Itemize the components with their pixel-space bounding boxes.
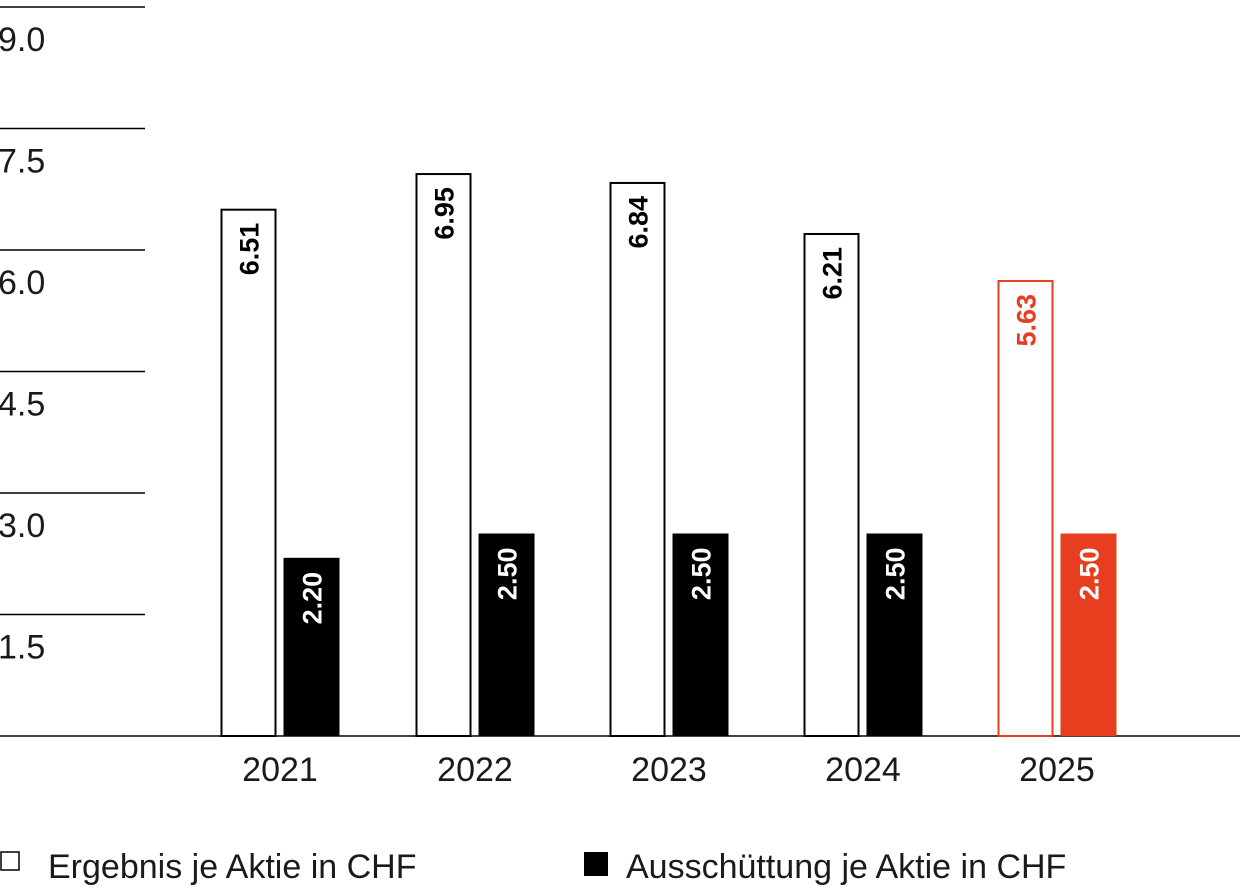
value-label: 2.50 [1075,548,1105,601]
legend-swatch [584,852,608,876]
bar [415,173,472,738]
bar [866,533,923,736]
bar [478,533,535,736]
x-tick-label: 2025 [1019,751,1095,789]
bar [609,181,666,737]
x-tick-label: 2024 [825,751,901,789]
value-label: 6.84 [624,196,654,249]
x-tick-label: 2022 [437,751,513,789]
x-tick-label: 2023 [631,751,707,789]
value-label: 2.50 [687,548,717,601]
bar [1060,533,1117,736]
y-tick-label: 1.5 [0,629,45,667]
value-label: 5.63 [1012,294,1042,347]
bar [220,208,277,737]
value-label: 6.51 [235,223,265,276]
value-label: 6.21 [818,247,848,300]
x-tick-label: 2021 [242,751,318,789]
value-label: 6.95 [430,187,460,240]
bar [283,557,340,736]
y-tick-label: 3.0 [0,507,45,545]
legend-label: Ergebnis je Aktie in CHF [48,848,417,886]
bar [672,533,729,736]
value-label: 2.50 [881,548,911,601]
legend-label: Ausschüttung je Aktie in CHF [626,848,1066,886]
bar [997,279,1054,737]
legend-swatch [0,851,20,871]
value-label: 2.50 [493,548,523,601]
y-tick-label: 7.5 [0,143,45,181]
y-tick-label: 4.5 [0,386,45,424]
y-tick-label: 6.0 [0,264,45,302]
value-label: 2.20 [298,572,328,625]
bar [803,232,860,738]
y-tick-label: 9.0 [0,21,45,59]
